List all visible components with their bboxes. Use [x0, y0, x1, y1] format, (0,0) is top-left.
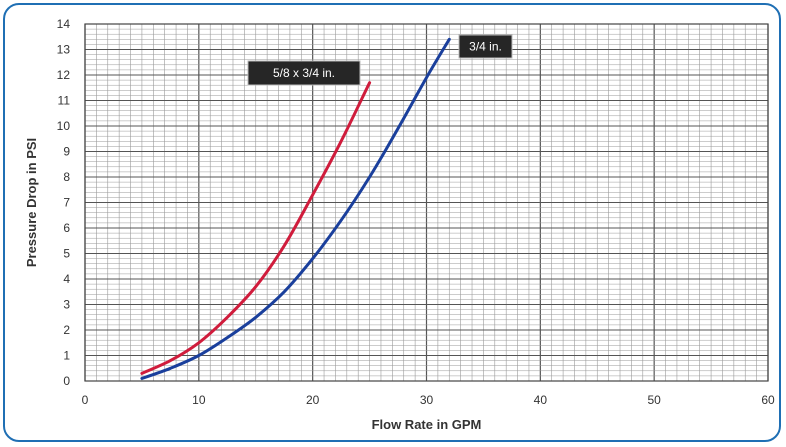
grid: [84, 23, 769, 382]
series-line-2: [140, 37, 451, 380]
x-tick-label: 10: [192, 393, 206, 407]
y-tick-label: 10: [57, 119, 71, 133]
x-tick-label: 50: [647, 393, 661, 407]
chart-frame: [3, 3, 781, 442]
series-callouts: 5/8 x 3/4 in. 3/4 in.: [247, 34, 513, 86]
y-tick-label: 8: [63, 170, 70, 184]
y-tick-label: 2: [63, 323, 70, 337]
y-tick-label: 9: [63, 145, 70, 159]
y-tick-label: 4: [63, 272, 70, 286]
series-line-1: [140, 81, 372, 375]
x-axis-label: Flow Rate in GPM: [372, 417, 482, 432]
y-tick-label: 7: [63, 196, 70, 210]
y-tick-label: 0: [63, 374, 70, 388]
x-tick-label: 60: [761, 393, 775, 407]
callout-label-1: 5/8 x 3/4 in.: [273, 66, 335, 80]
y-tick-label: 12: [57, 68, 71, 82]
y-tick-label: 1: [63, 349, 70, 363]
series-lines: [140, 37, 451, 380]
callout-box-2: [458, 34, 513, 59]
callout-label-2: 3/4 in.: [469, 40, 502, 54]
y-tick-label: 3: [63, 298, 70, 312]
plot-border: [84, 23, 769, 382]
callout-box-1: [247, 60, 361, 86]
y-tick-label: 11: [58, 94, 71, 108]
y-tick-label: 6: [63, 221, 70, 235]
y-tick-label: 14: [57, 17, 71, 31]
x-tick-label: 30: [420, 393, 434, 407]
x-tick-label: 20: [306, 393, 320, 407]
y-axis-label: Pressure Drop in PSI: [24, 138, 39, 267]
y-tick-label: 5: [63, 247, 70, 261]
y-tick-label: 13: [57, 43, 71, 57]
x-tick-label: 0: [82, 393, 89, 407]
x-tick-label: 40: [534, 393, 548, 407]
